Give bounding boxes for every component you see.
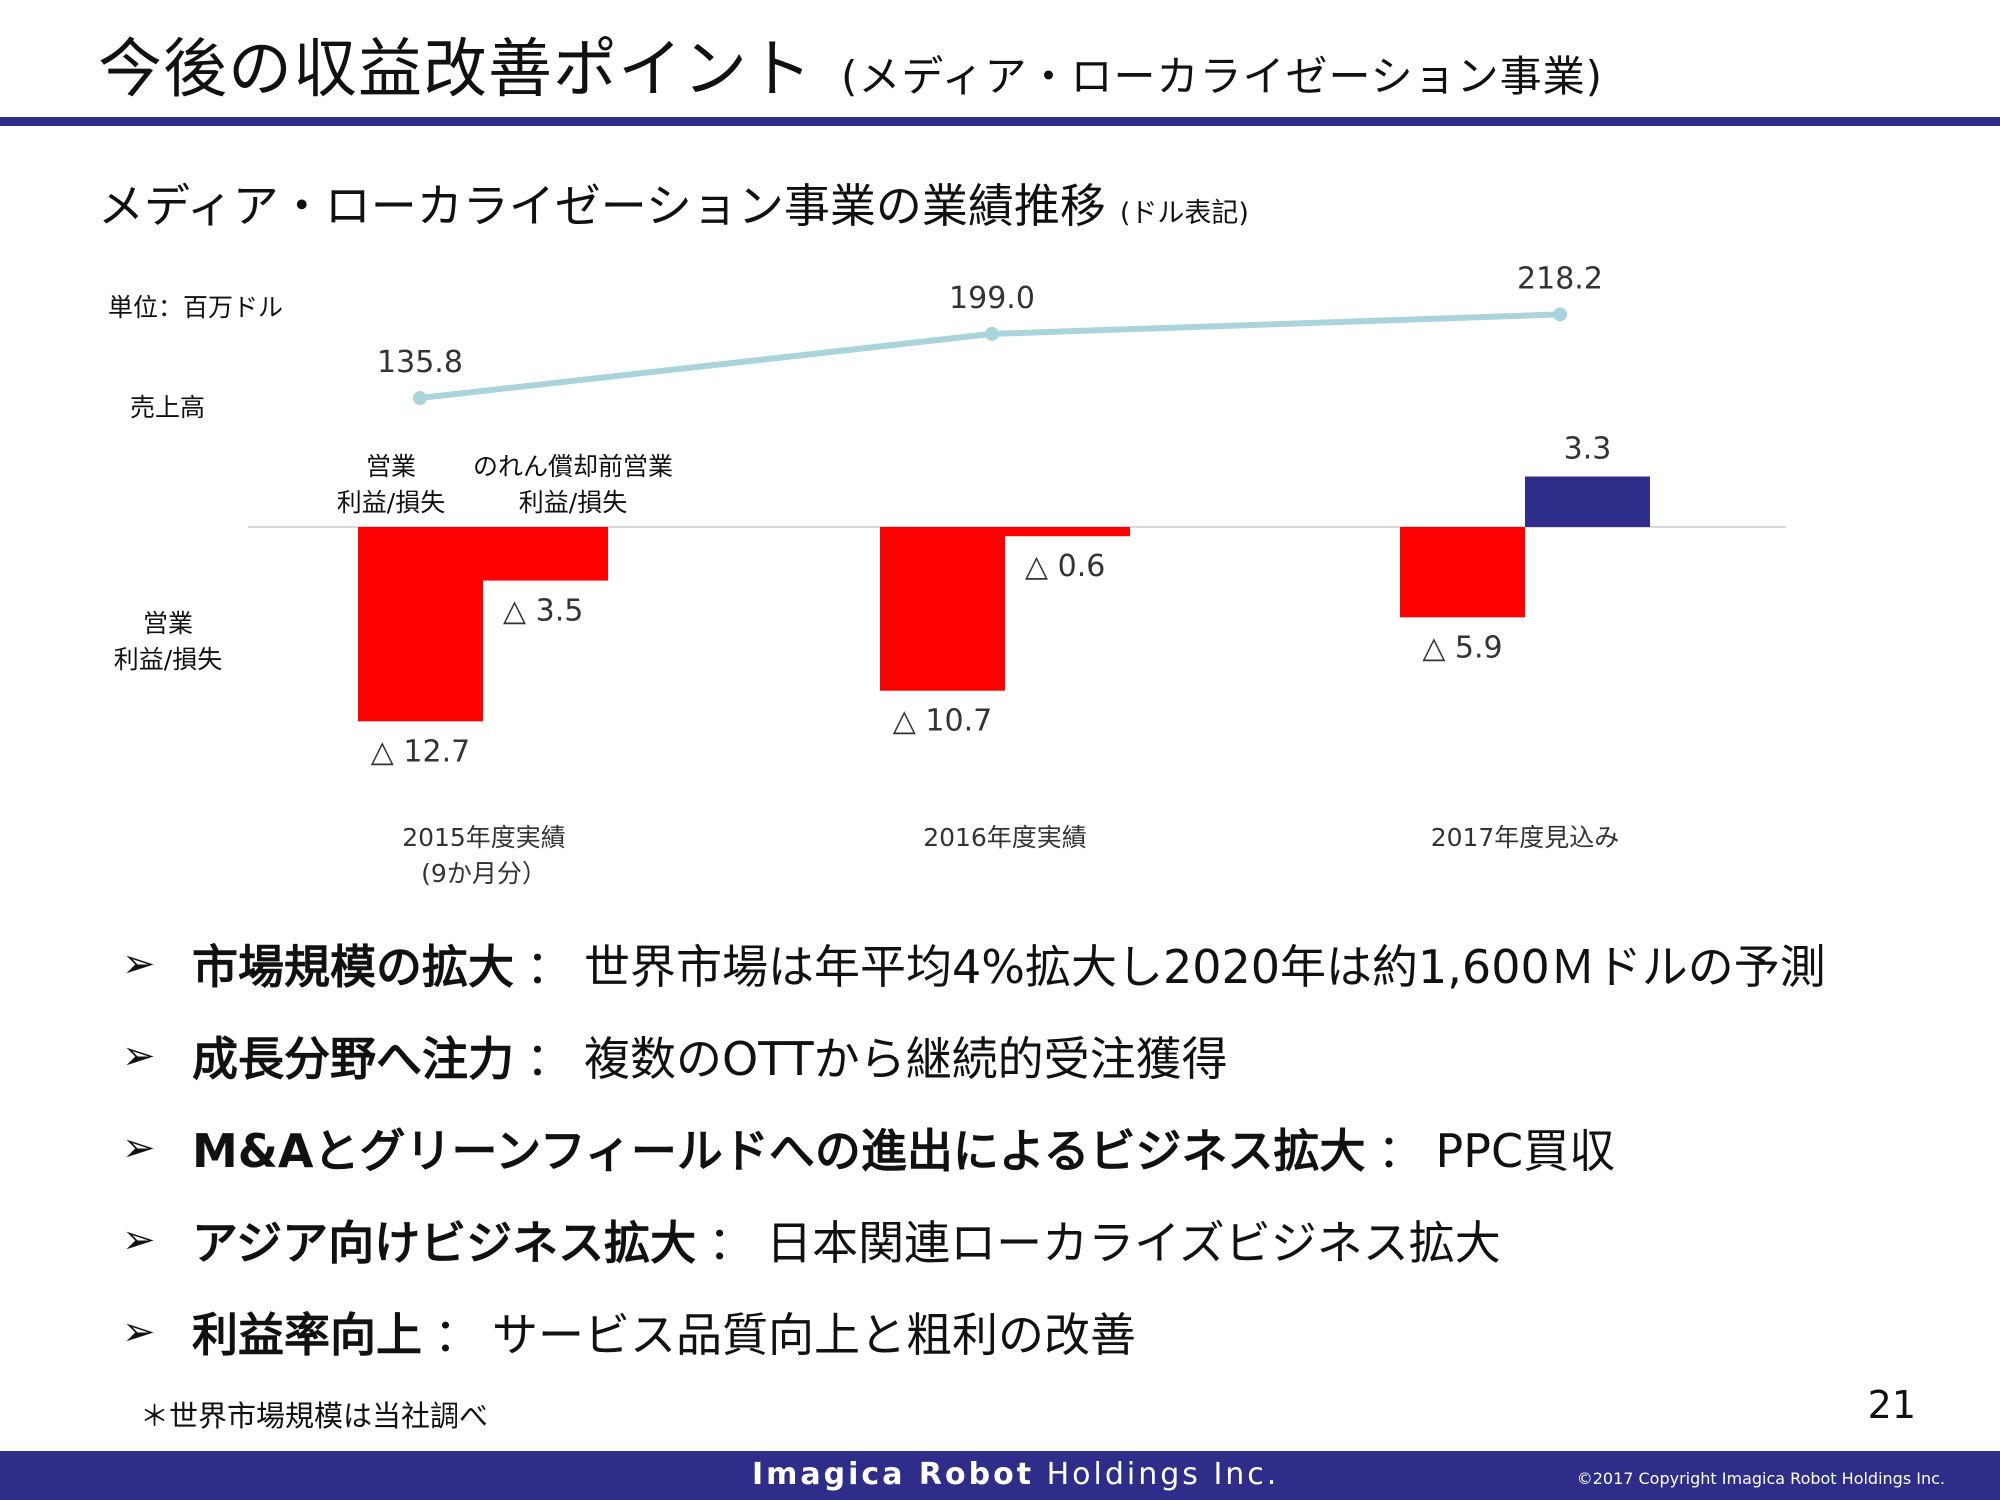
bullet-separator: ：: [526, 940, 572, 994]
bullet-text: 日本関連ローカライズビジネス拡大: [766, 1216, 1501, 1270]
footer-brand-regular: Holdings Inc.: [1046, 1457, 1280, 1492]
legend-operating-line1: 営業: [366, 452, 416, 481]
bullet-heading: 利益率向上: [192, 1308, 422, 1362]
revenue-row-label: 売上高: [130, 393, 205, 422]
legend-pre-goodwill-line2: 利益/損失: [519, 488, 627, 517]
bullet-text: 複数のOTTから継続的受注獲得: [584, 1032, 1228, 1086]
arrow-icon: ➢: [122, 1217, 156, 1263]
bullet-heading: アジア向けビジネス拡大: [192, 1216, 697, 1270]
bullet-item: ➢ 利益率向上：サービス品質向上と粗利の改善: [122, 1286, 1826, 1378]
revenue-point: [413, 391, 427, 405]
slide-title-sub: (メディア・ローカライゼーション事業): [841, 52, 1603, 101]
revenue-line: [419, 311, 1561, 401]
profit-row-label-line2: 利益/損失: [114, 645, 222, 674]
operating-profit-bar: [880, 527, 1005, 691]
footer-bar: [0, 1451, 2000, 1500]
slide-title: 今後の収益改善ポイント (メディア・ローカライゼーション事業): [98, 18, 1603, 110]
operating-profit-bar-label: △ 5.9: [1422, 630, 1502, 665]
revenue-point: [985, 326, 999, 341]
title-underline: [0, 117, 2000, 126]
period-label-2015-note: (9か月分）: [421, 859, 547, 888]
operating-profit-bar: [358, 527, 483, 722]
bullet-item: ➢ アジア向けビジネス拡大：日本関連ローカライズビジネス拡大: [122, 1194, 1826, 1286]
bullet-separator: ：: [708, 1216, 755, 1270]
revenue-value-label: 199.0: [949, 281, 1035, 316]
page-number: 21: [1867, 1383, 1916, 1427]
bullet-text: 世界市場は年平均4%拡大し2020年は約1,600Ｍドルの予測: [584, 940, 1826, 994]
pre-goodwill-profit-bar-label: △ 3.5: [503, 594, 583, 629]
arrow-icon: ➢: [122, 1125, 156, 1171]
bullet-item: ➢ 市場規模の拡大：世界市場は年平均4%拡大し2020年は約1,600Ｍドルの予測: [122, 918, 1826, 1010]
chart-title: メディア・ローカライゼーション事業の業績推移 (ドル表記): [98, 170, 1249, 236]
bullet-item: ➢ 成長分野へ注力：複数のOTTから継続的受注獲得: [122, 1010, 1826, 1102]
revenue-point: [1553, 307, 1567, 322]
arrow-icon: ➢: [122, 1309, 156, 1355]
pre-goodwill-profit-bar: [483, 527, 608, 581]
operating-profit-bar-label: △ 10.7: [893, 704, 992, 739]
pre-goodwill-profit-bar-label: 3.3: [1564, 432, 1612, 467]
revenue-value-label: 135.8: [377, 345, 463, 380]
bullet-separator: ：: [1377, 1124, 1424, 1178]
bullet-heading: M&Aとグリーンフィールドへの進出によるビジネス拡大: [192, 1124, 1366, 1178]
bullet-separator: ：: [526, 1032, 572, 1086]
bullet-text: PPC買収: [1435, 1124, 1616, 1178]
legend-operating-line2: 利益/損失: [337, 488, 445, 517]
performance-chart: 単位：百万ドル 売上高 営業 利益/損失 営業 利益/損失 のれん償却前営業 利…: [108, 261, 1786, 888]
operating-profit-bar: [1400, 527, 1525, 618]
profit-row-label-line1: 営業: [143, 609, 193, 638]
period-label-2015: 2015年度実績: [402, 823, 566, 852]
bullet-item: ➢ M&Aとグリーンフィールドへの進出によるビジネス拡大： PPC買収: [122, 1102, 1826, 1194]
arrow-icon: ➢: [122, 1033, 156, 1079]
footnote: ＊世界市場規模は当社調べ: [140, 1399, 489, 1433]
chart-title-note: (ドル表記): [1119, 198, 1249, 229]
bullet-heading: 成長分野へ注力: [192, 1032, 514, 1086]
legend-pre-goodwill-line1: のれん償却前営業: [473, 452, 673, 481]
improvement-points-list: ➢ 市場規模の拡大：世界市場は年平均4%拡大し2020年は約1,600Ｍドルの予測…: [122, 918, 1826, 1378]
pre-goodwill-profit-bar: [1525, 476, 1650, 527]
bullet-separator: ：: [434, 1308, 480, 1362]
bullet-heading: 市場規模の拡大: [192, 940, 514, 994]
footer-brand-bold: Imagica Robot: [752, 1457, 1035, 1492]
period-label-2016: 2016年度実績: [923, 823, 1087, 852]
footer-copyright: ©2017 Copyright Imagica Robot Holdings I…: [1576, 1469, 1945, 1488]
operating-profit-bar-label: △ 12.7: [371, 734, 470, 769]
pre-goodwill-profit-bar-label: △ 0.6: [1025, 549, 1105, 584]
arrow-icon: ➢: [122, 941, 156, 987]
slide-title-main: 今後の収益改善ポイント: [98, 33, 813, 107]
bullet-text: サービス品質向上と粗利の改善: [492, 1308, 1136, 1362]
pre-goodwill-profit-bar: [1005, 527, 1130, 537]
unit-label: 単位：百万ドル: [108, 293, 283, 322]
footer-brand: Imagica Robot Holdings Inc.: [752, 1457, 1279, 1492]
period-label-2017: 2017年度見込み: [1431, 823, 1620, 852]
revenue-value-label: 218.2: [1517, 261, 1603, 296]
chart-title-main: メディア・ローカライゼーション事業の業績推移: [98, 179, 1106, 233]
